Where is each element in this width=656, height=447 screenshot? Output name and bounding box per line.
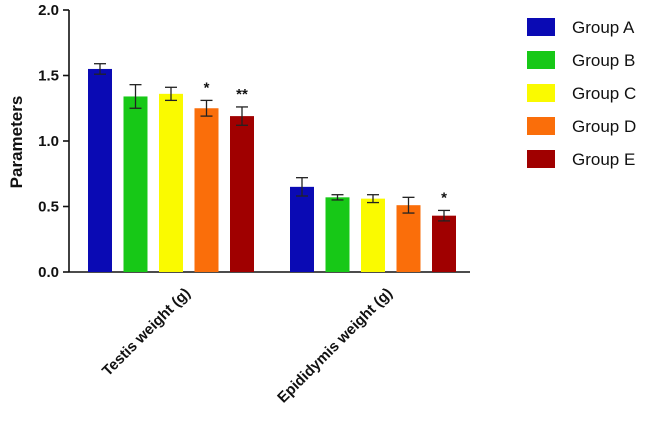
bar-group-a-0 (88, 68, 112, 272)
legend-label: Group E (572, 150, 635, 169)
x-category-label: Testis weight (g) (99, 285, 194, 380)
y-tick-label: 1.5 (38, 68, 59, 85)
legend-swatch (527, 18, 555, 36)
bar-group-a-1 (290, 186, 314, 272)
bar-group-c-0 (159, 93, 183, 272)
chart-bars: * *** (88, 63, 456, 273)
y-tick-label: 0.5 (38, 199, 59, 216)
y-axis-label: Parameters (7, 96, 26, 189)
bar-group-d-0 (194, 108, 219, 272)
bar-group-e-1 (432, 215, 456, 272)
chart-legend: Group A Group B Group C Group D Group E (527, 18, 636, 169)
bar-group-b-1 (325, 197, 350, 272)
y-tick-label: 1.0 (38, 133, 59, 150)
y-tick-label: 2.0 (38, 2, 59, 19)
significance-marker: * (204, 79, 210, 96)
legend-label: Group C (572, 84, 636, 103)
legend-swatch (527, 117, 555, 135)
legend-label: Group B (572, 51, 635, 70)
legend-label: Group D (572, 117, 636, 136)
legend-label: Group A (572, 18, 635, 37)
legend-swatch (527, 84, 555, 102)
legend-swatch (527, 51, 555, 69)
bar-group-d-1 (396, 205, 421, 272)
bar-group-e-0 (230, 116, 254, 272)
significance-marker: ** (236, 86, 248, 103)
bar-group-b-0 (123, 96, 148, 273)
significance-marker: * (441, 189, 447, 206)
legend-swatch (527, 150, 555, 168)
y-tick-label: 0.0 (38, 264, 59, 281)
x-category-label: Epididymis weight (g) (274, 285, 396, 407)
bar-group-c-1 (361, 198, 385, 272)
